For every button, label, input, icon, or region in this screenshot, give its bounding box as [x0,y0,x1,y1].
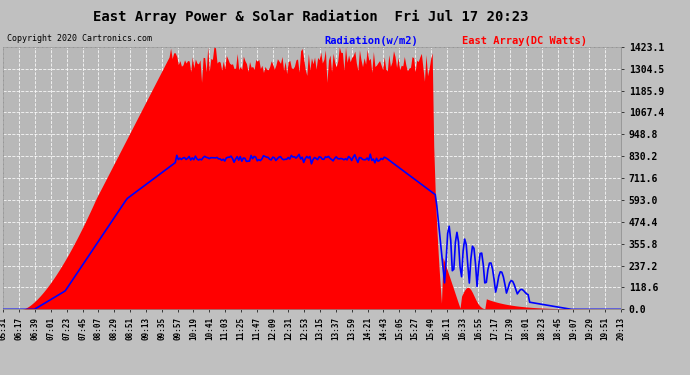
Text: East Array Power & Solar Radiation  Fri Jul 17 20:23: East Array Power & Solar Radiation Fri J… [92,9,529,24]
Text: East Array(DC Watts): East Array(DC Watts) [462,36,587,46]
Text: Copyright 2020 Cartronics.com: Copyright 2020 Cartronics.com [7,34,152,43]
Text: Radiation(w/m2): Radiation(w/m2) [324,36,418,46]
